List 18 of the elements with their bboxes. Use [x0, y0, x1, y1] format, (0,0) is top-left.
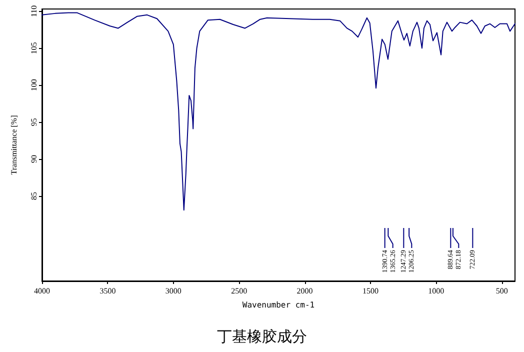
y-axis-title: Transmittance [%]: [10, 114, 18, 175]
x-tick-label: 4000: [34, 286, 50, 296]
x-tick-label: 3000: [165, 286, 182, 296]
y-tick-label: 105: [30, 42, 38, 54]
x-tick-label: 1500: [362, 286, 378, 296]
text: 丁基橡胶成分: [217, 328, 307, 346]
x-tick-label: 2000: [296, 286, 313, 296]
x-tick-label: 500: [496, 286, 508, 296]
x-tick-label: 1000: [428, 286, 444, 296]
y-tick-label: 110: [30, 5, 38, 18]
y-tick-label: 90: [30, 155, 38, 164]
y-tick-label: 85: [30, 192, 38, 200]
line-series: [42, 12, 516, 211]
x-tick-label: 3500: [100, 286, 116, 296]
x-tick-label: 2500: [231, 286, 248, 296]
x-axis-title: Wavenumber cm-1: [242, 300, 315, 310]
y-tick-label: 95: [30, 118, 38, 126]
y-tick-label: 100: [30, 79, 38, 92]
